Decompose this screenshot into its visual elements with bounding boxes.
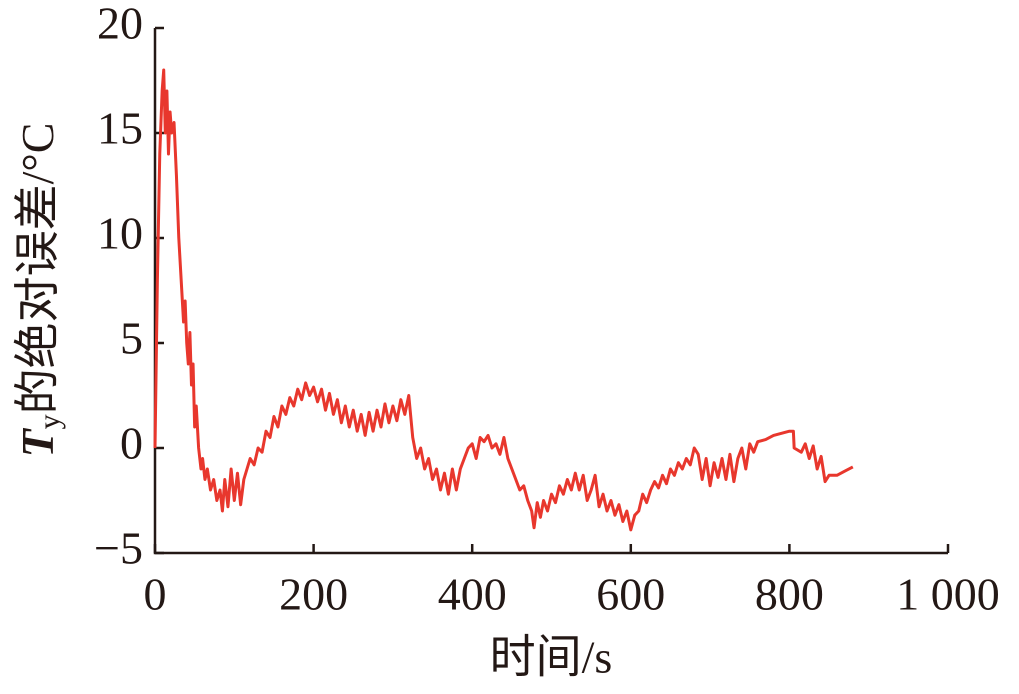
y-label-symbol: T <box>12 427 63 457</box>
x-tick-label: 800 <box>755 569 824 620</box>
y-label-text: 的绝对误差/°C <box>12 123 63 415</box>
x-tick-label: 0 <box>144 569 167 620</box>
x-tick-label: 200 <box>279 569 348 620</box>
y-tick-label: 5 <box>120 313 143 364</box>
y-tick-label: 0 <box>120 418 143 469</box>
y-tick-label: 20 <box>97 0 143 49</box>
x-axis-label: 时间/s <box>490 632 613 683</box>
x-tick-label: 400 <box>438 569 507 620</box>
x-tick-label: 1 000 <box>896 569 1000 620</box>
y-tick-label: −5 <box>94 523 143 574</box>
x-tick-label: 600 <box>596 569 665 620</box>
y-tick-label: 15 <box>97 103 143 154</box>
y-axis-label: Ty的绝对误差/°C <box>12 123 66 458</box>
y-tick-label: 10 <box>97 208 143 259</box>
data-line <box>153 68 854 532</box>
y-label-subscript: y <box>33 414 66 429</box>
